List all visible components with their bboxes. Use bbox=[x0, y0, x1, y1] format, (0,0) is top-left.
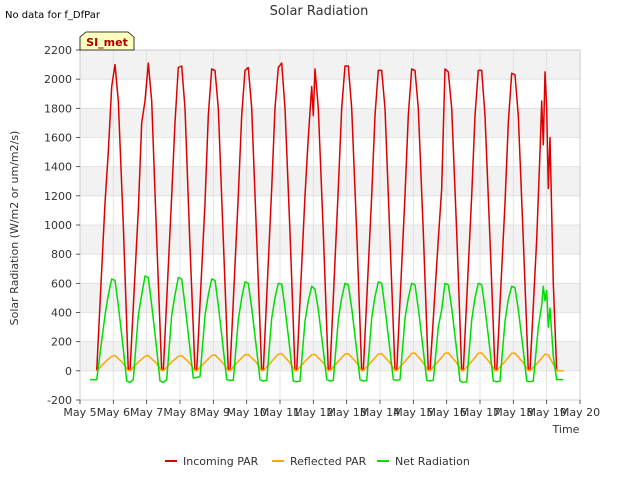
background-band bbox=[80, 283, 580, 313]
x-tick-label: May 5 bbox=[63, 406, 96, 419]
background-band bbox=[80, 254, 580, 284]
x-tick-label: May 13 bbox=[327, 406, 367, 419]
x-tick-label: May 14 bbox=[360, 406, 400, 419]
background-band bbox=[80, 225, 580, 255]
y-tick-label: 1400 bbox=[44, 161, 72, 174]
y-tick-label: 1600 bbox=[44, 132, 72, 145]
y-tick-label: 1200 bbox=[44, 190, 72, 203]
x-tick-label: May 6 bbox=[97, 406, 130, 419]
legend: Incoming PAR Reflected PAR Net Radiation bbox=[165, 455, 470, 468]
legend-label: Reflected PAR bbox=[290, 455, 367, 468]
station-label-box: SI_met bbox=[79, 31, 135, 51]
y-tick-label: 800 bbox=[51, 248, 72, 261]
y-tick-label: 600 bbox=[51, 277, 72, 290]
y-tick-label: 2000 bbox=[44, 73, 72, 86]
x-tick-label: May 17 bbox=[460, 406, 500, 419]
background-band bbox=[80, 108, 580, 138]
x-tick-label: May 15 bbox=[393, 406, 433, 419]
x-axis-label: Time bbox=[552, 423, 580, 436]
background-band bbox=[80, 50, 580, 80]
background-band bbox=[80, 137, 580, 167]
x-tick-label: May 7 bbox=[130, 406, 163, 419]
x-tick-label: May 16 bbox=[427, 406, 467, 419]
legend-label: Net Radiation bbox=[395, 455, 470, 468]
y-axis-label: Solar Radiation (W/m2 or um/m2/s) bbox=[8, 131, 21, 326]
x-tick-label: May 19 bbox=[527, 406, 567, 419]
background-band bbox=[80, 370, 580, 400]
series-line-reflected-par bbox=[96, 352, 564, 372]
background-band bbox=[80, 166, 580, 196]
nodata-text: No data for f_DfPar bbox=[5, 10, 101, 21]
legend-label: Incoming PAR bbox=[183, 455, 259, 468]
y-tick-label: 0 bbox=[65, 365, 72, 378]
series-layer bbox=[90, 62, 564, 384]
series-line-net-radiation bbox=[90, 275, 564, 384]
y-tick-label: 1000 bbox=[44, 219, 72, 232]
x-tick-label: May 12 bbox=[293, 406, 333, 419]
y-tick-label: 400 bbox=[51, 307, 72, 320]
background-bands bbox=[80, 50, 580, 400]
background-band bbox=[80, 312, 580, 342]
x-tick-label: May 10 bbox=[227, 406, 267, 419]
station-label: SI_met bbox=[86, 36, 128, 49]
y-tick-label: 200 bbox=[51, 336, 72, 349]
x-tick-label: May 8 bbox=[163, 406, 196, 419]
y-tick-label: 2200 bbox=[44, 44, 72, 57]
x-tick-label: May 11 bbox=[260, 406, 300, 419]
background-band bbox=[80, 79, 580, 109]
chart-title: Solar Radiation bbox=[270, 4, 369, 19]
x-tick-label: May 20 bbox=[560, 406, 600, 419]
y-axis-ticks: -200 0 200 400 600 800 1000 1200 1400 1600 1800 200… bbox=[44, 44, 80, 407]
y-tick-label: 1800 bbox=[44, 102, 72, 115]
x-tick-label: May 9 bbox=[197, 406, 230, 419]
background-band bbox=[80, 195, 580, 225]
x-tick-label: May 18 bbox=[493, 406, 533, 419]
y-tick-label: -200 bbox=[47, 394, 72, 407]
